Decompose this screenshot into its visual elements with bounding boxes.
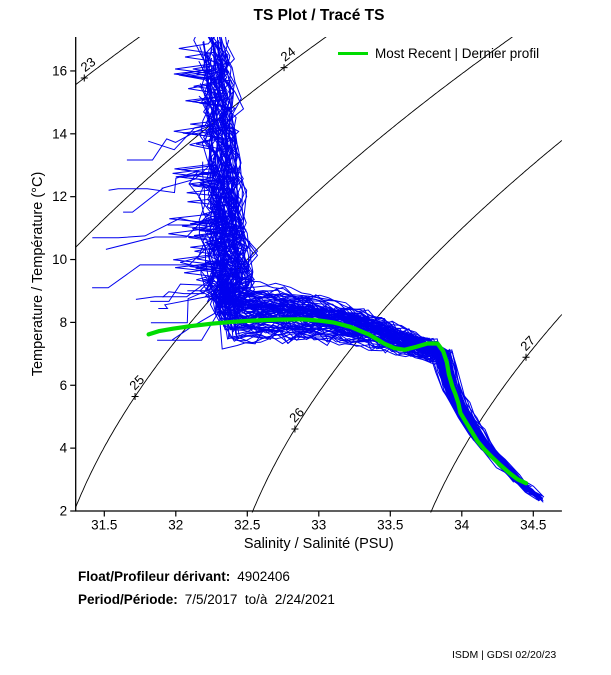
float-profile-line: [219, 113, 542, 499]
y-tick-label: 8: [60, 315, 68, 330]
y-axis-label: Temperature / Température (°C): [30, 172, 46, 377]
period-value: 7/5/2017 to/à 2/24/2021: [184, 592, 335, 607]
x-tick-label: 33: [311, 518, 326, 533]
float-profile-line: [216, 51, 516, 478]
contour-label: 27: [517, 333, 538, 354]
float-profile-line: [189, 40, 538, 501]
float-profiles-group: [92, 37, 545, 503]
x-tick-label: 33.5: [377, 518, 403, 533]
float-profile-line: [181, 37, 500, 463]
contour-line-27: [430, 314, 562, 513]
float-profile-line: [191, 53, 543, 500]
credit-text: ISDM | GDSI 02/20/23: [452, 649, 557, 661]
float-profile-line: [208, 236, 517, 477]
y-tick-label: 4: [60, 441, 68, 456]
float-profile-line: [215, 255, 514, 482]
period-label: Period/Période:: [78, 592, 178, 607]
float-profile-line: [217, 61, 541, 501]
page-title: TS Plot / Tracé TS: [253, 7, 385, 24]
contour-line-23: [75, 37, 141, 85]
contour-label: 23: [78, 54, 99, 75]
most-recent-profile-line: [146, 317, 529, 486]
contour-line-25: [75, 37, 514, 508]
y-tick-label: 16: [52, 63, 67, 78]
x-axis-label: Salinity / Salinité (PSU): [244, 536, 394, 552]
x-tick-label: 34: [454, 518, 470, 533]
float-profile-line: [189, 37, 534, 495]
legend: Most Recent | Dernier profil: [338, 46, 539, 61]
period-line: Period/Période: 7/5/2017 to/à 2/24/2021: [78, 592, 335, 607]
float-profile-line: [217, 37, 540, 498]
contour-label: 26: [286, 405, 307, 426]
y-tick-label: 6: [60, 378, 68, 393]
legend-label: Most Recent | Dernier profil: [375, 46, 540, 61]
float-profile-line: [210, 196, 543, 500]
float-profile-line: [218, 37, 541, 499]
contour-label-marker: [522, 353, 530, 361]
float-profile-line: [217, 59, 531, 490]
float-id-line: Float/Profileur dérivant: 4902406: [78, 569, 290, 584]
y-tick-label: 14: [52, 126, 68, 141]
float-profile-line: [218, 45, 528, 491]
y-tick-label: 10: [52, 252, 67, 267]
x-tick-label: 32.5: [234, 518, 260, 533]
y-tick-label: 12: [52, 189, 67, 204]
float-profile-line: [105, 203, 518, 477]
x-tick-label: 31.5: [91, 518, 117, 533]
legend-line-sample: [338, 51, 368, 56]
contour-label: 24: [278, 44, 299, 65]
float-profile-line: [208, 229, 519, 480]
float-profile-line: [219, 41, 529, 492]
float-profile-line: [92, 241, 529, 493]
contour-label-marker: [131, 393, 139, 401]
most-recent-profile-group: [146, 317, 529, 486]
contour-label: 25: [126, 372, 147, 393]
float-profile-line: [224, 54, 529, 490]
contour-labels: 23 24 25 26 27: [78, 44, 538, 433]
contour-label-marker: [280, 64, 288, 72]
contour-label-marker: [80, 74, 88, 82]
float-id-label: Float/Profileur dérivant:: [78, 569, 231, 584]
contour-line-26: [251, 140, 562, 513]
contour-label-marker: [291, 425, 299, 433]
float-profile-line: [92, 217, 543, 497]
float-profile-line: [204, 37, 540, 502]
x-tick-label: 34.5: [520, 518, 546, 533]
x-tick-label: 32: [168, 518, 183, 533]
y-tick-label: 2: [60, 504, 68, 519]
float-id-value: 4902406: [237, 569, 290, 584]
axes: 31.5 32 32.5 33 33.5 34 34.5246810121416Salini…: [30, 37, 562, 552]
float-profile-line: [175, 95, 530, 490]
float-profile-line: [209, 43, 543, 500]
